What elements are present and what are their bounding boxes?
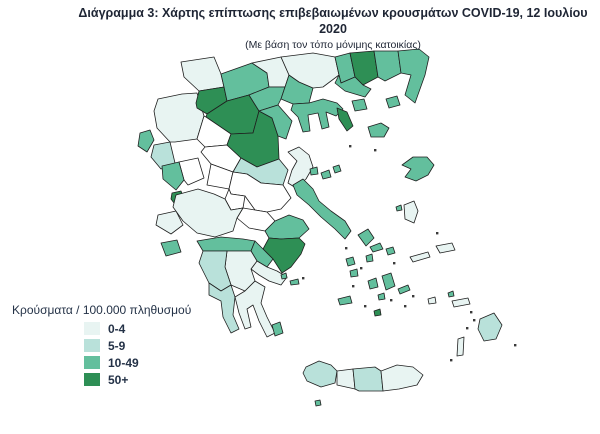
region-ilia xyxy=(198,250,232,292)
region-chios xyxy=(403,200,419,224)
region-chania xyxy=(302,360,338,388)
chart-subtitle: (Με βάση τον τόπο μόνιμης κατοικίας) xyxy=(245,39,421,52)
legend-swatch-icon xyxy=(84,373,100,386)
region-kalymnos xyxy=(447,290,455,298)
region-thasos xyxy=(351,98,368,112)
legend-row-5-9: 5-9 xyxy=(84,339,191,352)
region-samos xyxy=(435,242,456,254)
region-psara xyxy=(395,204,403,212)
region-lasithi xyxy=(380,364,424,392)
islet-dot xyxy=(473,319,476,322)
islet-dot xyxy=(404,305,407,308)
region-kefalonia xyxy=(155,210,184,235)
islet-dot xyxy=(345,247,348,250)
region-naxos xyxy=(381,272,396,291)
islet-dot xyxy=(364,305,367,308)
islet-dot xyxy=(352,285,355,288)
region-ioannina xyxy=(153,92,205,143)
islet-dot xyxy=(393,262,396,265)
chart-header: Διάγραμμα 3: Χάρτης επίπτωσης επιβεβαιωμ… xyxy=(72,6,594,51)
legend-label: 0-4 xyxy=(108,321,126,336)
region-kythira xyxy=(271,321,284,337)
islet-dot xyxy=(374,149,377,152)
region-rhodopi xyxy=(373,50,402,82)
region-amorgos xyxy=(397,284,411,295)
region-irakleio xyxy=(352,366,384,392)
region-achaia xyxy=(196,236,256,252)
islet-dot xyxy=(390,299,393,302)
region-rethymno xyxy=(336,368,356,390)
islet-dot xyxy=(466,327,469,330)
region-mykonos xyxy=(385,246,396,256)
legend-row-50+: 50+ xyxy=(84,373,191,386)
region-ydra xyxy=(289,278,300,286)
region-aitoloakarnania xyxy=(172,188,244,238)
legend-label: 5-9 xyxy=(108,338,126,353)
region-alonissos xyxy=(332,164,342,174)
islet-dot xyxy=(450,359,453,362)
region-ios xyxy=(377,292,386,301)
legend-swatch-icon xyxy=(84,339,100,352)
legend-items: 0-4 5-9 10-49 50+ xyxy=(12,322,191,386)
islet-dot xyxy=(436,232,439,235)
islet-dot xyxy=(412,295,415,298)
region-limnos xyxy=(367,122,390,138)
region-zakynthos xyxy=(160,239,182,257)
region-skiathos xyxy=(309,166,319,176)
region-messinia xyxy=(208,282,240,334)
islet-dot xyxy=(302,277,305,280)
region-gavdos xyxy=(314,399,322,407)
region-santorini xyxy=(373,308,382,317)
region-samothraki xyxy=(385,95,401,109)
region-kythnos xyxy=(349,268,359,278)
region-evia xyxy=(292,178,352,240)
legend-title: Κρούσματα / 100.000 πληθυσμού xyxy=(12,303,192,317)
region-ikaria xyxy=(409,251,431,263)
region-lesvos xyxy=(401,156,435,182)
legend-label: 50+ xyxy=(108,372,129,387)
islet-dot xyxy=(349,145,352,148)
region-athos xyxy=(336,107,354,132)
region-rodos xyxy=(477,312,503,342)
legend-row-0-4: 0-4 xyxy=(84,322,191,335)
region-halkidiki xyxy=(290,98,344,133)
region-kea xyxy=(345,256,356,267)
region-milos xyxy=(337,295,353,306)
region-tinos xyxy=(369,242,384,253)
region-aigina xyxy=(280,272,288,280)
region-evros xyxy=(397,48,430,104)
legend-label: 10-49 xyxy=(108,355,139,370)
islet-dot xyxy=(360,267,363,270)
region-pieria xyxy=(258,104,293,140)
legend-swatch-icon xyxy=(84,322,100,335)
region-syros xyxy=(365,253,374,263)
region-florina xyxy=(180,56,225,92)
islet-dot xyxy=(470,311,473,314)
region-kos xyxy=(451,297,471,308)
region-karpathos xyxy=(456,336,465,357)
region-larisa xyxy=(226,110,280,168)
region-skopelos xyxy=(320,169,332,180)
islet-dot xyxy=(514,344,517,347)
region-andros xyxy=(357,228,375,247)
region-paros xyxy=(367,277,379,290)
region-argolida xyxy=(250,260,288,286)
region-kerkyra xyxy=(137,129,155,153)
legend-row-10-49: 10-49 xyxy=(84,356,191,369)
region-preveza xyxy=(161,161,185,191)
legend: Κρούσματα / 100.000 πληθυσμού 0-4 5-9 10-4… xyxy=(12,303,191,390)
region-lakonia xyxy=(234,280,276,338)
region-astypalaia xyxy=(427,296,437,305)
chart-title: Διάγραμμα 3: Χάρτης επίπτωσης επιβεβαιωμ… xyxy=(78,6,588,36)
region-kavala xyxy=(334,74,372,98)
legend-swatch-icon xyxy=(84,356,100,369)
region-xanthi xyxy=(349,50,379,86)
